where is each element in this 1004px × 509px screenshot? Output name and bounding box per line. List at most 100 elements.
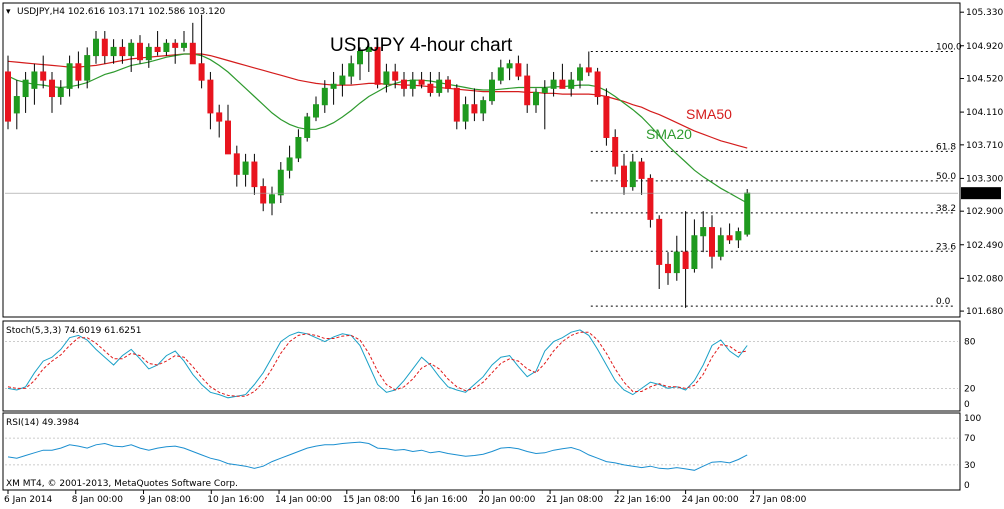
x-tick-label: 10 Jan 16:00	[207, 495, 264, 505]
candle-body	[392, 71, 399, 81]
candle-body	[365, 46, 372, 52]
stoch-signal-line	[7, 331, 748, 397]
candle-body	[709, 227, 715, 257]
rsi-indicator: 100 70 30 0	[5, 414, 981, 491]
candle-body	[49, 79, 55, 98]
candle-body	[13, 96, 20, 114]
rsi-level-label: 70	[964, 434, 976, 444]
candle-body	[445, 79, 451, 89]
candle-body	[269, 194, 275, 204]
y-tick-label: 103.300	[966, 174, 1003, 184]
symbol-icon: ▾	[6, 7, 11, 17]
fib-level-label: 61.8	[936, 142, 956, 152]
x-tick-label: 14 Jan 00:00	[275, 495, 332, 505]
candle-body	[189, 42, 196, 65]
fib-level-label: 50.0	[936, 172, 956, 182]
candle-body	[559, 79, 566, 89]
candle-body	[480, 100, 487, 114]
candle-body	[251, 161, 258, 188]
candle-body	[656, 218, 663, 265]
candle-body	[75, 63, 82, 81]
candle-body	[462, 104, 469, 122]
candle-body	[550, 79, 557, 89]
candle-body	[603, 96, 610, 138]
candle-body	[409, 79, 416, 89]
candle-body	[533, 91, 539, 106]
rsi-level-label: 0	[964, 481, 970, 491]
rsi-label: RSI(14) 49.3984	[6, 418, 79, 428]
main-panel-frame	[2, 2, 961, 318]
candle-body	[744, 192, 751, 235]
y-tick-label: 101.680	[966, 307, 1003, 317]
candle-body	[647, 177, 654, 220]
candle-body	[436, 79, 443, 93]
candle-body	[154, 46, 161, 52]
candle-body	[57, 87, 64, 98]
candle-body	[524, 75, 531, 106]
candle-body	[568, 79, 575, 89]
candle-body	[682, 251, 689, 270]
stoch-main-line	[7, 329, 748, 399]
x-tick-label: 6 Jan 2014	[4, 495, 52, 505]
candle-body	[22, 79, 29, 98]
candle-body	[119, 46, 126, 57]
x-tick-label: 16 Jan 16:00	[411, 495, 468, 505]
chart-title: USDJPY 4-hour chart	[330, 35, 513, 56]
candle-body	[717, 235, 724, 257]
candle-body	[181, 42, 187, 48]
candle-body	[374, 46, 381, 85]
sma50-label: SMA50	[686, 106, 732, 122]
candle-body	[198, 63, 205, 81]
y-tick-label: 104.920	[966, 42, 1003, 52]
price-axis: 105.330 104.920 104.520 104.110 103.710 103.3…	[5, 8, 1003, 317]
time-axis: 6 Jan 2014 8 Jan 00:00 9 Jan 08:00 10 Jan 1…	[4, 490, 807, 505]
x-tick-label: 27 Jan 08:00	[749, 495, 806, 505]
fib-level-label: 38.2	[936, 204, 956, 214]
candle-body	[691, 235, 698, 270]
candle-body	[665, 263, 671, 274]
candle-body	[260, 186, 267, 204]
y-tick-label: 102.080	[966, 274, 1003, 284]
stochastic-indicator: 80 20 0	[5, 329, 976, 410]
candle-body	[93, 38, 99, 57]
candle-body	[207, 79, 214, 114]
candle-body	[101, 38, 108, 57]
y-tick-label: 104.520	[966, 75, 1003, 85]
candle-body	[594, 71, 601, 98]
x-tick-label: 8 Jan 00:00	[72, 495, 124, 505]
candle-body	[726, 235, 733, 241]
candle-body	[31, 71, 38, 89]
candle-body	[110, 46, 117, 57]
x-tick-label: 22 Jan 16:00	[614, 495, 671, 505]
rsi-panel-frame	[2, 412, 961, 491]
stoch-label: Stoch(5,3,3) 74.6019 61.6251	[6, 326, 141, 336]
symbol-info: USDJPY,H4 102.616 103.171 102.586 103.12…	[17, 7, 226, 17]
y-tick-label: 102.490	[966, 241, 1003, 251]
candle-body	[137, 42, 143, 61]
stoch-level-label: 80	[964, 338, 976, 348]
candle-body	[629, 161, 636, 188]
candle-body	[339, 75, 346, 85]
fib-level-label: 0.0	[936, 297, 951, 307]
fib-level-label: 100.0	[936, 42, 962, 52]
copyright-text: XM MT4, © 2001-2013, MetaQuotes Software…	[6, 479, 238, 489]
y-tick-label: 104.110	[966, 108, 1003, 118]
candle-body	[612, 136, 619, 167]
candle-body	[357, 50, 363, 65]
y-tick-label: 105.330	[966, 8, 1003, 18]
candle-body	[5, 71, 11, 122]
candle-body	[621, 165, 627, 188]
stoch-panel-frame	[2, 320, 961, 412]
candle-body	[348, 63, 355, 77]
candle-body	[40, 71, 47, 81]
candle-body	[172, 42, 179, 48]
candle-body	[735, 231, 742, 241]
y-tick-label: 103.710	[966, 141, 1003, 151]
candle-body	[330, 83, 337, 89]
candle-body	[128, 42, 135, 57]
x-tick-label: 20 Jan 00:00	[478, 495, 535, 505]
x-tick-label: 15 Jan 08:00	[343, 495, 400, 505]
candle-body	[471, 104, 478, 114]
candle-body	[418, 79, 425, 85]
